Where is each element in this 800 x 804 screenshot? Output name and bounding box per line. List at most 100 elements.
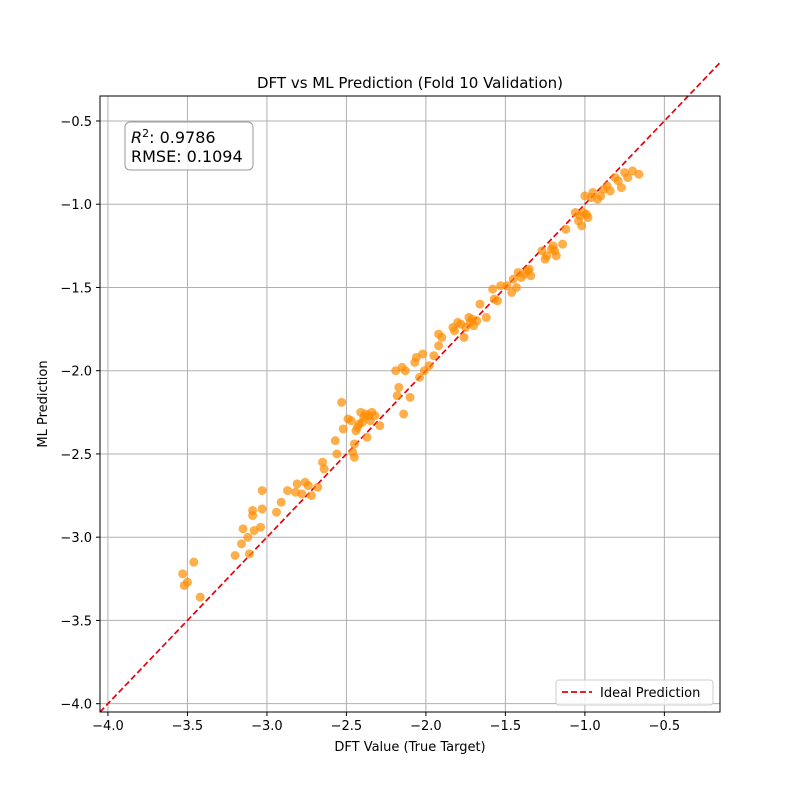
- data-point: [613, 176, 623, 186]
- data-point: [588, 188, 598, 198]
- data-point: [472, 316, 482, 326]
- data-point: [338, 424, 348, 434]
- data-point: [508, 274, 518, 284]
- data-point: [271, 507, 281, 517]
- x-tick-label: −2.5: [331, 719, 363, 734]
- chart-title: DFT vs ML Prediction (Fold 10 Validation…: [257, 74, 563, 92]
- data-point: [189, 557, 199, 567]
- data-point: [244, 549, 254, 559]
- axis-ticks: −4.0 −3.5 −3.0 −2.5 −2.0 −1.5 −1.0 −0.5 −4.0 −3.5…: [60, 115, 680, 734]
- data-point: [243, 532, 253, 542]
- data-point: [346, 416, 356, 426]
- data-point: [634, 169, 644, 179]
- data-point: [596, 191, 606, 201]
- data-point: [512, 282, 522, 292]
- data-point: [319, 464, 329, 474]
- x-tick-label: −3.5: [172, 719, 204, 734]
- data-point: [257, 486, 267, 496]
- y-tick-label: −1.5: [60, 281, 92, 296]
- data-point: [400, 366, 410, 376]
- data-point: [337, 397, 347, 407]
- y-tick-label: −2.0: [60, 365, 92, 380]
- data-point: [256, 522, 266, 532]
- ideal-prediction-line: [99, 62, 721, 713]
- x-tick-label: −1.0: [569, 719, 601, 734]
- data-point: [561, 224, 571, 234]
- data-point: [297, 489, 307, 499]
- data-point: [276, 497, 286, 507]
- stats-box-frame: [124, 121, 254, 171]
- data-point: [230, 551, 240, 561]
- data-point: [459, 332, 469, 342]
- y-axis-label: ML Prediction: [36, 360, 51, 447]
- data-point: [429, 351, 439, 361]
- data-point: [332, 449, 342, 459]
- data-point: [394, 382, 404, 392]
- data-point: [182, 577, 192, 587]
- y-tick-label: −0.5: [60, 115, 92, 130]
- ideal-line-layer: [99, 62, 721, 713]
- data-point: [283, 486, 293, 496]
- x-tick-label: −4.0: [92, 719, 124, 734]
- data-point: [450, 326, 460, 336]
- data-point: [605, 186, 615, 196]
- y-tick-label: −3.0: [60, 531, 92, 546]
- data-point: [330, 436, 340, 446]
- data-point: [551, 251, 561, 261]
- r2-text: R2: 0.9786: [131, 127, 216, 147]
- x-axis-label: DFT Value (True Target): [334, 740, 485, 755]
- y-tick-label: −1.0: [60, 198, 92, 213]
- legend-ideal-label: Ideal Prediction: [600, 686, 700, 701]
- data-point: [526, 271, 536, 281]
- data-point: [303, 481, 313, 491]
- data-point: [257, 504, 267, 514]
- data-point: [392, 391, 402, 401]
- legend-frame: [555, 679, 714, 706]
- y-tick-label: −4.0: [60, 698, 92, 713]
- data-point: [424, 361, 434, 371]
- data-point: [558, 239, 568, 249]
- stats-annotation-box: R2: 0.9786 RMSE: 0.1094: [124, 121, 254, 171]
- grid-lines: [100, 96, 720, 712]
- data-point: [583, 213, 593, 223]
- data-point: [248, 506, 258, 516]
- data-point: [349, 452, 359, 462]
- data-point: [502, 281, 512, 291]
- data-point: [488, 284, 498, 294]
- data-point: [492, 296, 502, 306]
- y-tick-label: −3.5: [60, 614, 92, 629]
- data-point: [313, 482, 323, 492]
- data-point: [178, 569, 188, 579]
- y-tick-label: −2.5: [60, 448, 92, 463]
- data-point: [405, 392, 415, 402]
- data-point: [370, 411, 380, 421]
- data-point: [195, 592, 205, 602]
- data-point: [481, 312, 491, 322]
- data-point: [236, 539, 246, 549]
- data-point: [475, 299, 485, 309]
- scatter-points: [178, 166, 644, 602]
- x-tick-label: −3.0: [251, 719, 283, 734]
- data-point: [399, 409, 409, 419]
- data-point: [415, 372, 425, 382]
- data-point: [616, 183, 626, 193]
- x-tick-label: −2.0: [410, 719, 442, 734]
- data-point: [577, 221, 587, 231]
- plot-frame: [99, 95, 721, 713]
- data-point: [292, 479, 302, 489]
- x-tick-label: −1.5: [490, 719, 522, 734]
- data-point: [349, 439, 359, 449]
- data-point: [437, 332, 447, 342]
- data-point: [362, 432, 372, 442]
- data-point: [434, 341, 444, 351]
- data-point: [496, 281, 506, 291]
- data-point: [623, 173, 633, 183]
- data-point: [238, 524, 248, 534]
- legend: Ideal Prediction: [555, 679, 714, 706]
- data-point: [306, 491, 316, 501]
- data-point: [375, 421, 385, 431]
- rmse-text: RMSE: 0.1094: [131, 147, 243, 166]
- data-point: [418, 349, 428, 359]
